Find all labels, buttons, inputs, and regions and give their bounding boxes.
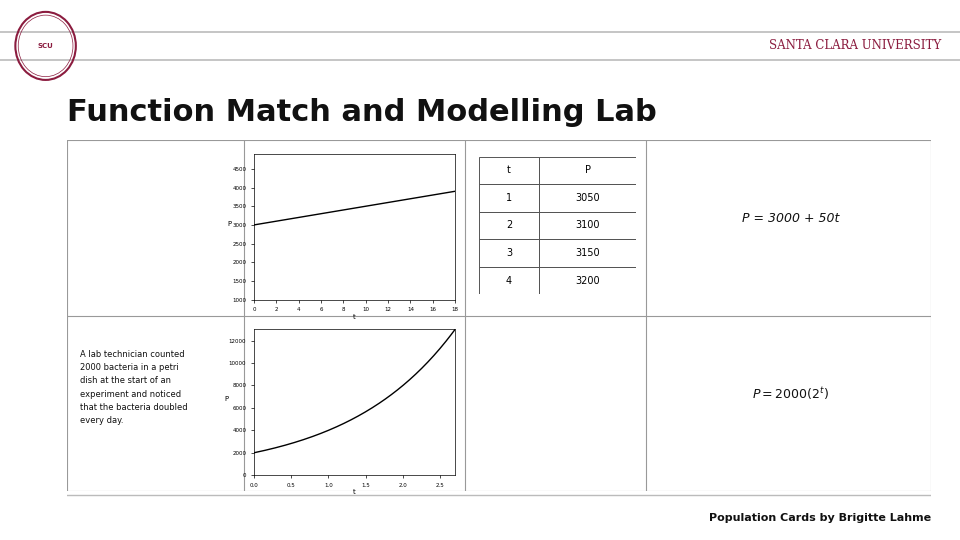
X-axis label: t: t <box>353 314 356 320</box>
Text: 3200: 3200 <box>575 275 600 286</box>
Text: $P = 2000(2^t)$: $P = 2000(2^t)$ <box>753 386 829 402</box>
Bar <box>539 239 636 267</box>
Y-axis label: P: P <box>228 221 231 227</box>
Text: 3100: 3100 <box>575 220 600 231</box>
Text: SCU: SCU <box>37 43 54 49</box>
Bar <box>479 157 539 184</box>
Text: 3150: 3150 <box>575 248 600 258</box>
X-axis label: t: t <box>353 489 356 495</box>
Bar <box>539 212 636 239</box>
Text: Population Cards by Brigitte Lahme: Population Cards by Brigitte Lahme <box>709 513 931 523</box>
Text: A lab technician counted
2000 bacteria in a petri
dish at the start of an
experi: A lab technician counted 2000 bacteria i… <box>81 350 188 425</box>
Text: SANTA CLARA UNIVERSITY: SANTA CLARA UNIVERSITY <box>769 39 941 52</box>
Text: P = 3000 + 50t: P = 3000 + 50t <box>742 212 840 225</box>
Text: 3: 3 <box>506 248 512 258</box>
Y-axis label: P: P <box>224 396 228 402</box>
Text: P: P <box>585 165 590 176</box>
Bar <box>479 267 539 294</box>
Bar <box>539 184 636 212</box>
Bar <box>539 267 636 294</box>
Bar <box>539 157 636 184</box>
Text: 3050: 3050 <box>575 193 600 203</box>
Text: t: t <box>507 165 511 176</box>
Bar <box>479 239 539 267</box>
Text: 2: 2 <box>506 220 512 231</box>
Text: Function Match and Modelling Lab: Function Match and Modelling Lab <box>67 98 657 127</box>
Text: 4: 4 <box>506 275 512 286</box>
Text: 1: 1 <box>506 193 512 203</box>
Bar <box>479 212 539 239</box>
Bar <box>479 184 539 212</box>
